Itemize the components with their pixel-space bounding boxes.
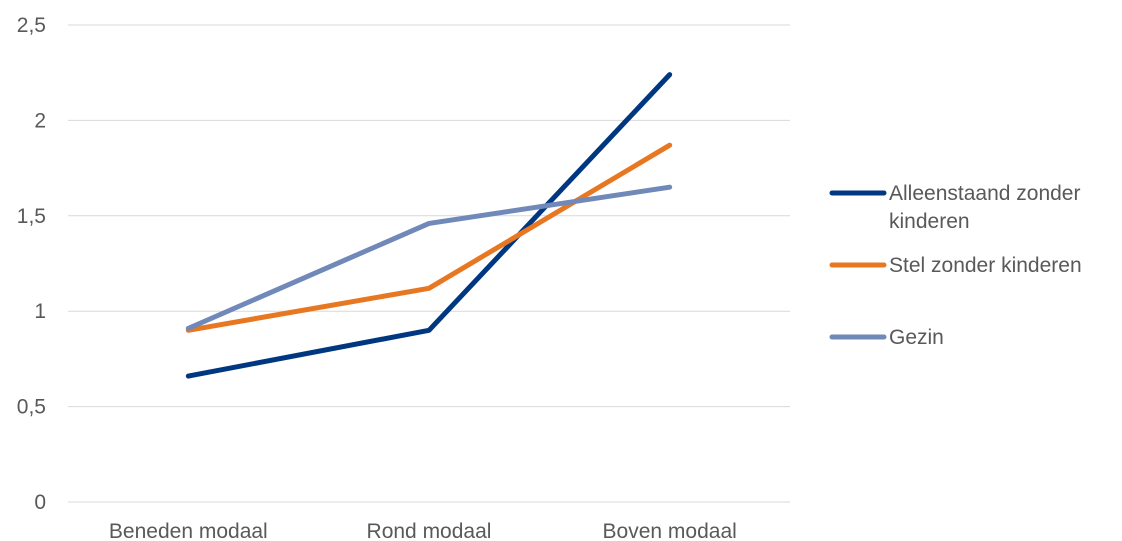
x-tick-label: Boven modaal [603,520,737,541]
y-tick-label: 1,5 [17,205,46,228]
x-tick-label: Rond modaal [367,520,492,541]
y-tick-label: 1 [34,300,46,323]
y-tick-label: 0 [34,491,46,514]
legend: Alleenstaand zonder kinderen Stel zonder k… [829,182,1082,349]
series-line-1 [185,142,673,333]
y-tick-label: 2 [34,109,46,132]
y-tick-label: 2,5 [17,14,46,37]
series-layer [185,72,673,379]
y-axis-ticks: 0 0,5 1 1,5 2 2,5 [17,14,46,514]
legend-label-2: Gezin [889,326,944,349]
series-line-0 [185,72,673,379]
x-axis-ticks: Beneden modaal Rond modaal Boven modaal [109,520,737,541]
series-line-2 [185,184,673,331]
y-tick-label: 0,5 [17,396,46,419]
legend-label-0: kinderen [889,210,970,233]
x-tick-label: Beneden modaal [109,520,268,541]
legend-label-0: Alleenstaand zonder [889,182,1080,205]
grid-layer [68,24,790,503]
legend-label-1: Stel zonder kinderen [889,254,1082,277]
